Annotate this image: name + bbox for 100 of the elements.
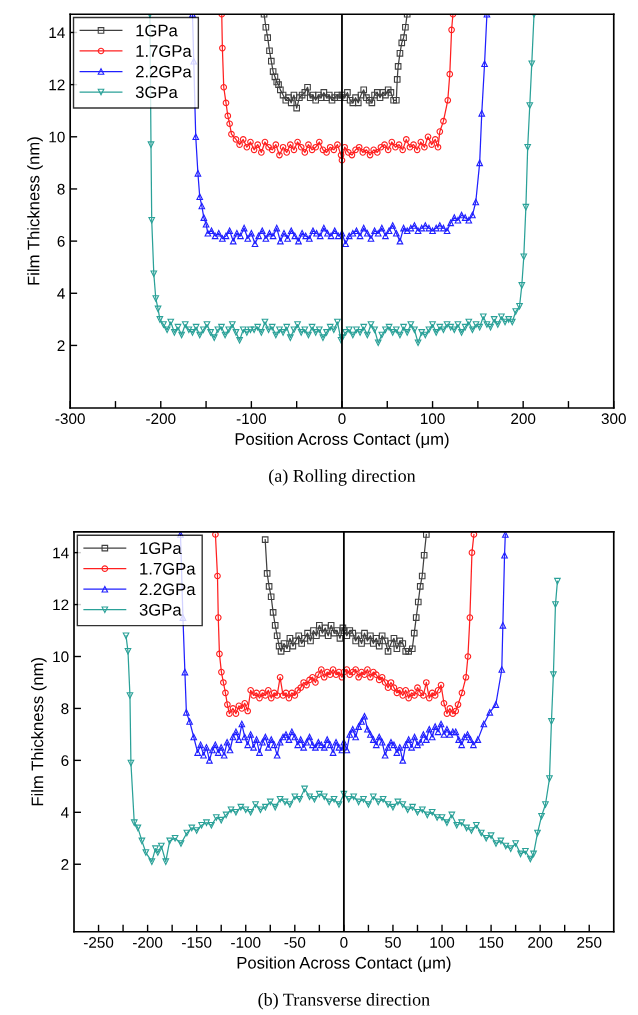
x-tick-label: -150 <box>182 937 212 948</box>
point <box>392 96 400 104</box>
point <box>309 91 317 99</box>
point <box>379 89 387 96</box>
y-tick-label: 14 <box>53 547 69 559</box>
x-tick-label: -250 <box>83 937 114 948</box>
x-tick-label: 250 <box>577 937 602 948</box>
point <box>349 99 357 107</box>
point <box>325 91 333 99</box>
x-tick-label: 300 <box>601 413 626 425</box>
point <box>315 91 322 99</box>
point <box>312 96 320 104</box>
y-tick-label: 4 <box>57 288 65 299</box>
y-tick-label: 8 <box>61 703 69 715</box>
point <box>306 94 314 102</box>
point <box>371 91 378 99</box>
y-tick-label: 6 <box>57 235 65 247</box>
x-tick-label: 150 <box>479 937 504 948</box>
point <box>328 96 336 104</box>
point <box>269 68 277 75</box>
x-tick-label: 0 <box>340 937 348 948</box>
x-tick-label: 200 <box>528 937 553 948</box>
point <box>357 91 365 99</box>
point <box>323 94 330 102</box>
y-tick-label: 2 <box>57 340 65 351</box>
x-tick-label: 100 <box>430 937 455 948</box>
x-tick-label: 200 <box>511 413 536 425</box>
legend-label: 1.7GPa <box>140 562 196 575</box>
x-tick-label: -100 <box>236 413 267 425</box>
point <box>376 94 384 102</box>
point <box>317 94 325 102</box>
x-tick-label: -50 <box>284 937 306 948</box>
legend-label: 2.2GPa <box>139 583 196 596</box>
point <box>384 86 392 94</box>
y-axis-title: Film Thickness (nm) <box>31 657 47 806</box>
point <box>275 81 282 88</box>
point <box>320 89 328 96</box>
y-tick-label: 6 <box>61 755 69 767</box>
x-tick-label: -200 <box>146 413 176 425</box>
point <box>360 86 368 94</box>
point <box>277 86 284 94</box>
point <box>382 91 389 99</box>
point <box>394 63 402 70</box>
point <box>344 89 351 96</box>
point <box>396 49 404 57</box>
point <box>363 94 370 102</box>
point <box>293 104 301 112</box>
point <box>287 99 295 107</box>
point <box>279 91 287 99</box>
text: (b) Transverse direction <box>258 993 430 1010</box>
point <box>296 94 303 102</box>
text: (a) Rolling direction <box>269 469 416 486</box>
legend-label: 1GPa <box>136 24 178 37</box>
legend-label: 1.7GPa <box>136 45 192 57</box>
point <box>262 23 270 31</box>
point <box>338 91 346 99</box>
point <box>285 94 292 102</box>
legend-label: 1GPa <box>140 542 182 555</box>
y-tick-label: 10 <box>53 651 69 663</box>
y-tick-label: 10 <box>49 131 65 143</box>
point <box>298 91 306 99</box>
point <box>373 89 381 96</box>
x-axis-title: Position Across Contact (μm) <box>237 956 451 972</box>
point <box>301 89 309 96</box>
point <box>390 96 397 104</box>
point <box>400 34 407 42</box>
legend-label: 3GPa <box>135 86 178 99</box>
point <box>365 96 373 104</box>
x-axis-title: Position Across Contact (μm) <box>235 432 449 449</box>
y-tick-label: 4 <box>61 807 69 818</box>
point <box>354 99 362 107</box>
point <box>282 96 290 104</box>
y-tick-label: 8 <box>57 183 65 195</box>
x-tick-label: 100 <box>420 413 445 425</box>
y-tick-label: 12 <box>49 79 65 91</box>
point <box>290 91 298 99</box>
point <box>264 34 272 42</box>
point <box>398 39 406 47</box>
x-tick-label: 0 <box>338 413 346 425</box>
point <box>352 94 359 102</box>
y-axis-title: Film Thickness (nm) <box>27 137 43 285</box>
y-tick-label: 2 <box>61 859 69 870</box>
x-tick-label: -200 <box>133 937 163 948</box>
y-tick-label: 12 <box>53 599 69 611</box>
x-tick-label: -300 <box>55 413 85 425</box>
point <box>334 91 341 99</box>
legend-label: 3GPa <box>139 603 182 616</box>
x-tick-label: -100 <box>231 937 261 948</box>
point <box>266 47 273 55</box>
point <box>393 76 401 83</box>
point <box>368 99 376 107</box>
legend-label: 2.2GPa <box>136 65 192 78</box>
point <box>304 83 311 91</box>
point <box>267 57 275 65</box>
point <box>346 96 354 104</box>
point <box>387 89 395 96</box>
point <box>271 73 279 81</box>
y-tick-label: 14 <box>49 27 65 38</box>
point <box>273 78 281 86</box>
point <box>331 94 339 102</box>
